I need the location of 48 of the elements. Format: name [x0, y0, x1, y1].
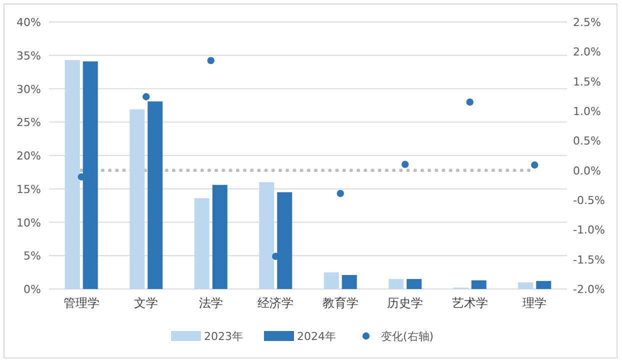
bar	[259, 182, 274, 289]
y2-tick-label: 2.5%	[573, 16, 601, 29]
x-tick-label: 教育学	[322, 296, 358, 310]
y-tick-label: 40%	[16, 16, 41, 29]
bar	[64, 60, 80, 289]
x-tick-label: 文学	[134, 296, 158, 310]
y2-tick-label: 2.0%	[573, 46, 601, 59]
y-tick-label: 30%	[16, 82, 41, 96]
point	[466, 98, 474, 106]
y-tick-label: 35%	[16, 49, 41, 62]
bar	[342, 274, 357, 289]
bar	[518, 282, 534, 289]
x-tick-label: 经济学	[258, 296, 294, 310]
x-tick-label: 理学	[522, 296, 547, 310]
bar	[194, 198, 210, 289]
y2-tick-label: -2.0%	[573, 283, 605, 296]
y-tick-label: 10%	[16, 216, 41, 230]
y2-tick-label: -0.5%	[573, 194, 605, 207]
point	[402, 160, 409, 168]
bar	[471, 280, 486, 289]
y-tick-label: 5%	[24, 250, 41, 263]
bar	[130, 109, 145, 289]
bar	[388, 278, 404, 289]
point	[142, 93, 150, 100]
y-tick-label: 25%	[16, 116, 41, 130]
y-tick-label: 20%	[16, 150, 41, 162]
x-tick-label: 法学	[198, 296, 223, 310]
y2-tick-label: 0.0%	[573, 164, 601, 178]
point	[207, 56, 214, 64]
y2-tick-label: 1.5%	[573, 75, 601, 88]
legend-label: 2024年	[297, 330, 336, 343]
bar	[536, 280, 552, 289]
y-tick-label: 15%	[16, 182, 41, 196]
bar	[406, 278, 422, 289]
bar	[324, 272, 339, 289]
y2-tick-label: -1.5%	[573, 253, 605, 266]
y2-tick-label: -1.0%	[573, 224, 605, 237]
point	[531, 161, 538, 169]
x-tick-label: 历史学	[387, 296, 424, 310]
y2-tick-label: 0.5%	[573, 134, 601, 148]
legend-label: 2023年	[204, 330, 243, 343]
y2-tick-label: 1.0%	[573, 105, 601, 118]
x-tick-label: 艺术学	[452, 296, 488, 310]
y-tick-label: 0%	[24, 283, 41, 296]
legend-label: 变化(右轴)	[381, 330, 434, 343]
bar	[212, 184, 228, 289]
point	[336, 190, 344, 198]
x-tick-label: 管理学	[63, 296, 100, 310]
